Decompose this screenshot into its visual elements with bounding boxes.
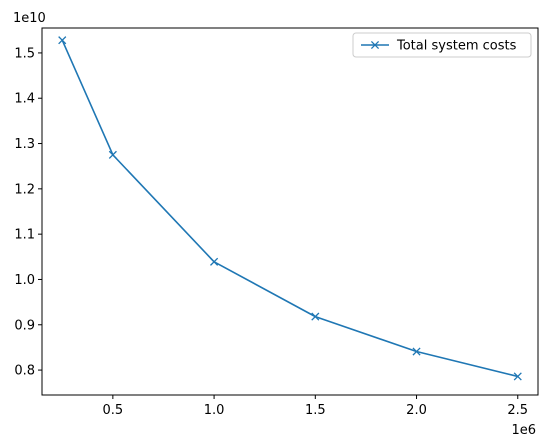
y-offset-label: 1e10 xyxy=(13,11,46,26)
x-tick-label: 1.0 xyxy=(204,403,225,418)
plot-marks xyxy=(58,36,522,381)
y-tick-label: 0.9 xyxy=(14,318,35,333)
y-tick-label: 0.8 xyxy=(14,364,35,379)
y-tick-label: 1.5 xyxy=(14,46,35,61)
legend-label: Total system costs xyxy=(396,39,517,54)
data-point-marker xyxy=(513,372,522,381)
y-tick-label: 1.3 xyxy=(14,137,35,152)
y-tick-label: 1.2 xyxy=(14,182,35,197)
x-tick-label: 2.0 xyxy=(406,403,427,418)
x-tick-label: 1.5 xyxy=(305,403,326,418)
legend-marker xyxy=(370,40,380,50)
data-point-marker xyxy=(58,36,67,45)
series-line xyxy=(61,39,518,378)
axes: 0.5 1.0 1.5 2.0 2.5 0.8 0.9 1.0 1.1 1.2 1.3 1.4 1.5 xyxy=(14,27,539,418)
data-point-marker xyxy=(210,257,219,266)
axes-frame xyxy=(41,27,539,396)
data-point-marker xyxy=(311,312,320,321)
x-tick-label: 2.5 xyxy=(507,403,528,418)
data-point-marker xyxy=(108,150,117,159)
legend: Total system costs xyxy=(352,32,532,58)
y-tick-label: 1.4 xyxy=(14,92,35,107)
y-tick-label: 1.0 xyxy=(14,273,35,288)
x-tick-label: 0.5 xyxy=(103,403,124,418)
data-point-marker xyxy=(412,347,421,356)
y-tick-label: 1.1 xyxy=(14,228,35,243)
legend-box xyxy=(352,32,532,58)
x-offset-label: 1e6 xyxy=(511,423,536,438)
